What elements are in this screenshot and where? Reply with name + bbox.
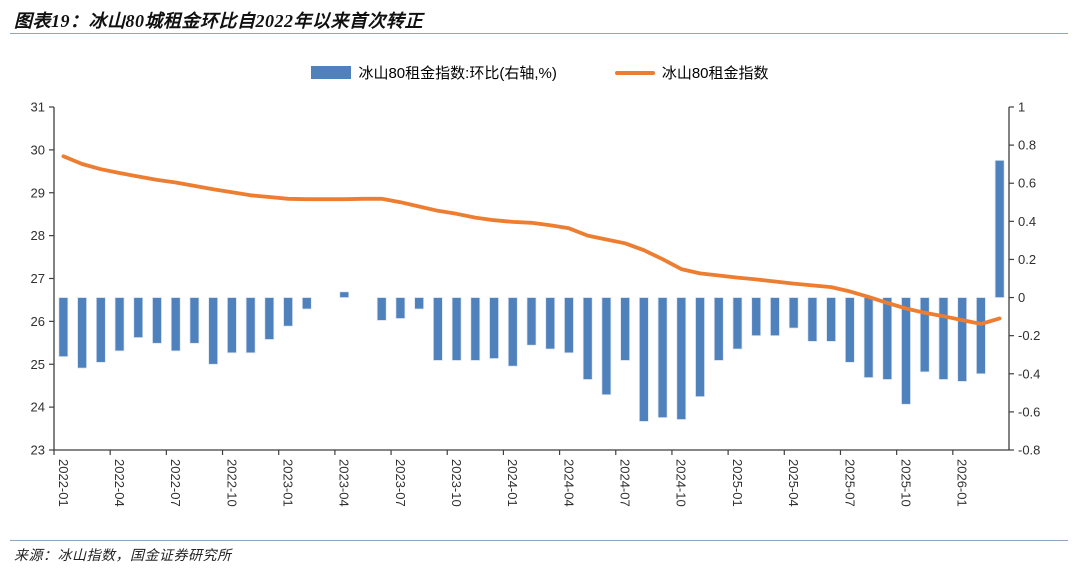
bar-2022-10: [227, 297, 237, 354]
bar-2023-08: [414, 297, 425, 310]
legend-item-line-series: 冰山80租金指数: [614, 62, 769, 83]
left-axis-tick-label: 25: [31, 357, 45, 372]
bar-2022-11: [245, 297, 256, 354]
bar-2024-10: [676, 297, 687, 420]
right-axis-tick-label: -0.8: [1018, 443, 1040, 458]
source-note: 来源：冰山指数，国金证券研究所: [14, 549, 232, 564]
bar-2024-12: [713, 297, 724, 361]
x-axis-tick-label: 2022-01: [56, 459, 71, 507]
bar-2023-12: [489, 297, 499, 359]
chart-canvas: 23 24 25 26 27 28 29 30 31 -0.8 -0.6 -0.4 -0.2 0 0.2 0.…: [31, 100, 1041, 507]
bar-2025-06: [826, 297, 836, 342]
bar-2024-02: [526, 297, 537, 346]
x-axis-tick-label: 2023-10: [449, 459, 464, 507]
bar-2024-08: [638, 297, 649, 422]
x-axis-tick-label: 2024-07: [618, 459, 633, 507]
bar-2023-07: [395, 297, 406, 319]
bar-2024-03: [545, 297, 556, 350]
right-axis-tick-label: -0.4: [1018, 366, 1040, 381]
bar-2023-04: [339, 291, 350, 298]
bar-2025-12: [938, 297, 949, 380]
x-axis-tick-label: 2024-01: [505, 459, 520, 507]
bar-2025-09: [882, 297, 893, 380]
right-axis-tick-label: 1: [1018, 100, 1025, 115]
bar-2022-07: [170, 297, 181, 352]
x-axis-tick-label: 2025-01: [730, 459, 745, 507]
bar-2022-03: [95, 297, 106, 363]
bar-2023-01: [283, 297, 293, 327]
x-axis-tick-label: 2024-04: [561, 459, 576, 507]
bar-2022-09: [208, 297, 219, 365]
bar-2022-01: [58, 297, 69, 358]
right-axis-tick-label: 0.8: [1018, 138, 1036, 153]
bar-2026-01: [957, 297, 968, 382]
line-series: [61, 154, 1002, 326]
legend-line-label: 冰山80租金指数: [661, 65, 769, 82]
bar-2024-11: [695, 297, 705, 398]
bar-2025-07: [844, 297, 855, 363]
bar-2025-05: [807, 297, 818, 342]
right-axis-tick-label: -0.2: [1018, 328, 1040, 343]
right-axis-tick-label: 0.6: [1018, 176, 1036, 191]
bar-2024-06: [601, 297, 612, 396]
right-axis-tick-label: 0: [1018, 290, 1025, 305]
left-axis-tick-label: 29: [31, 185, 45, 200]
bar-2023-02: [301, 297, 312, 310]
x-axis-tick-label: 2023-01: [281, 459, 296, 507]
x-axis-tick-label: 2022-10: [224, 459, 239, 507]
bar-2026-03: [994, 159, 1005, 298]
bar-2025-11: [919, 297, 930, 373]
figure-title: 图表19：冰山80城租金环比自2022年以来首次转正: [14, 11, 423, 31]
bar-2024-01: [507, 297, 518, 367]
bar-2025-01: [732, 297, 743, 350]
bar-2022-04: [114, 297, 125, 352]
bar-2025-03: [770, 297, 780, 337]
bar-2024-05: [582, 297, 593, 380]
x-axis-tick-label: 2025-04: [786, 459, 801, 507]
title-divider: [10, 33, 1068, 34]
x-axis-tick-label: 2023-07: [393, 459, 408, 507]
bar-2025-02: [751, 297, 762, 337]
chart-legend: 冰山80租金指数:环比(右轴,%) 冰山80租金指数: [0, 62, 1080, 83]
left-axis-tick-label: 27: [31, 271, 45, 286]
right-axis-tick-label: 0.2: [1018, 252, 1036, 267]
bar-2022-05: [133, 297, 144, 338]
left-axis-tick-label: 26: [31, 314, 45, 329]
left-axis-tick-label: 31: [31, 100, 45, 115]
x-axis-tick-label: 2022-04: [112, 459, 127, 507]
x-axis-tick-label: 2022-07: [168, 459, 183, 507]
footer-divider: [10, 540, 1068, 541]
x-axis-tick-label: 2026-01: [955, 459, 970, 507]
bar-2022-08: [189, 297, 200, 344]
x-axis-tick-label: 2025-07: [842, 459, 857, 507]
bar-2025-10: [901, 297, 911, 405]
left-axis-tick-label: 24: [31, 400, 45, 415]
legend-bar-swatch-icon: [311, 66, 352, 79]
x-axis-tick-label: 2023-04: [337, 459, 352, 507]
bar-2023-06: [376, 297, 387, 321]
bar-2025-08: [863, 297, 874, 378]
bar-2023-09: [432, 297, 443, 361]
legend-bar-label: 冰山80租金指数:环比(右轴,%): [358, 65, 557, 82]
bar-2024-04: [564, 297, 574, 354]
bar-2022-02: [77, 297, 87, 369]
legend-line-swatch-icon: [614, 70, 655, 75]
bar-2023-10: [451, 297, 462, 361]
legend-item-bar-series: 冰山80租金指数:环比(右轴,%): [311, 62, 557, 83]
bar-2026-02: [976, 297, 986, 375]
bar-2024-07: [620, 297, 631, 361]
left-axis-tick-label: 23: [31, 443, 45, 458]
right-axis-tick-label: -0.6: [1018, 404, 1040, 419]
bar-2022-12: [264, 297, 275, 340]
bar-2025-04: [788, 297, 799, 329]
bar-2024-09: [657, 297, 668, 418]
bar-2022-06: [152, 297, 162, 344]
x-axis-tick-label: 2025-10: [898, 459, 913, 507]
bar-2023-11: [470, 297, 481, 361]
x-axis-tick-label: 2024-10: [674, 459, 689, 507]
left-axis-tick-label: 28: [31, 228, 45, 243]
right-axis-tick-label: 0.4: [1018, 214, 1036, 229]
left-axis-tick-label: 30: [31, 142, 45, 157]
